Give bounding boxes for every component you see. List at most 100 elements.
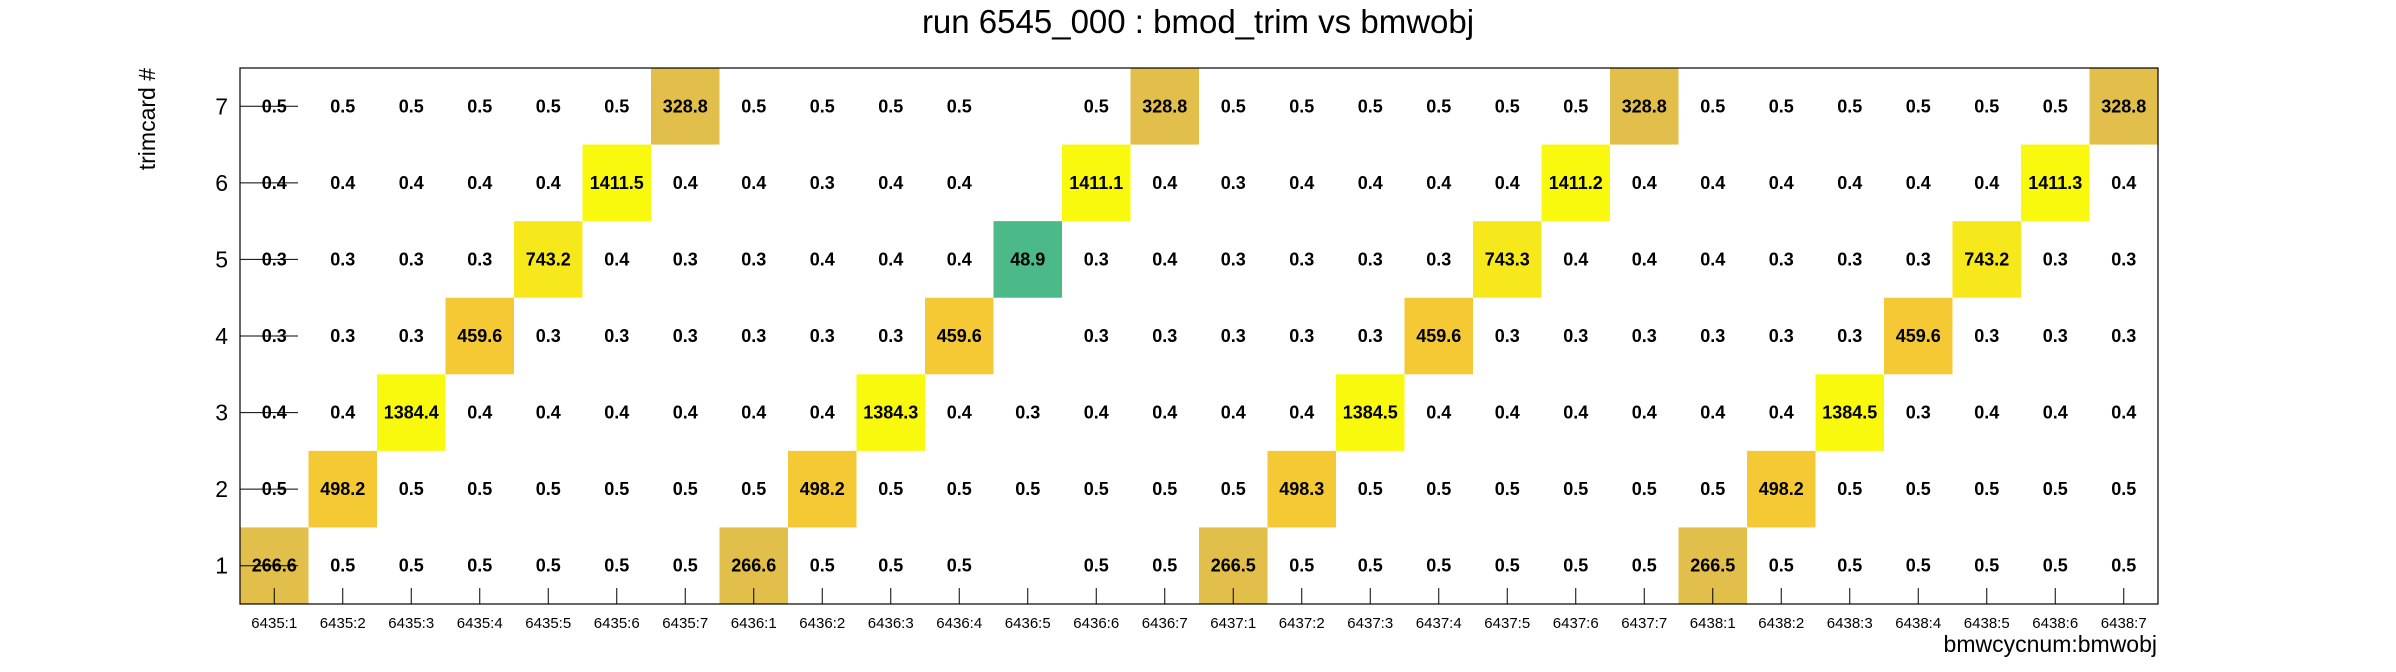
- cell-value-label: 0.3: [741, 326, 766, 346]
- cell-value-label: 0.4: [947, 249, 972, 269]
- cell-value-label: 0.3: [1015, 403, 1040, 423]
- cell-value-label: 0.5: [1974, 479, 1999, 499]
- cell-value-label: 0.5: [741, 479, 766, 499]
- cell-value-label: 0.5: [1358, 556, 1383, 576]
- cell-value-label: 0.4: [1495, 173, 1520, 193]
- y-tick-label: 7: [215, 93, 228, 119]
- cell-value-label: 0.4: [1495, 403, 1520, 423]
- heatmap-cell: [308, 450, 377, 528]
- cell-value-label: 1411.1: [1069, 173, 1123, 193]
- cell-value-label: 0.5: [1495, 556, 1520, 576]
- y-axis-title: trimcard #: [134, 68, 160, 170]
- cell-value-label: 0.5: [1221, 96, 1246, 116]
- cell-value-label: 0.5: [1837, 479, 1862, 499]
- cell-value-label: 328.8: [1142, 96, 1187, 116]
- x-tick-label: 6435:7: [662, 615, 708, 632]
- cell-value-label: 0.4: [1700, 403, 1725, 423]
- cell-value-label: 0.5: [399, 556, 424, 576]
- heatmap-cell: [1952, 221, 2021, 298]
- cell-value-label: 0.4: [1426, 403, 1451, 423]
- cell-value-label: 0.3: [2111, 249, 2136, 269]
- x-tick-label: 6438:7: [2101, 615, 2147, 632]
- cell-value-label: 0.4: [1358, 173, 1383, 193]
- cell-value-label: 0.4: [1906, 173, 1931, 193]
- cell-value-label: 0.4: [467, 403, 492, 423]
- cell-value-label: 0.5: [1837, 556, 1862, 576]
- cell-value-label: 0.5: [1426, 556, 1451, 576]
- cell-value-label: 0.4: [1632, 403, 1657, 423]
- cell-value-label: 0.4: [1974, 403, 1999, 423]
- cell-value-label: 1384.3: [863, 403, 918, 423]
- cell-value-label: 0.3: [810, 326, 835, 346]
- x-tick-label: 6438:5: [1964, 615, 2010, 632]
- x-tick-label: 6438:6: [2032, 615, 2078, 632]
- cell-value-label: 0.5: [1563, 479, 1588, 499]
- cell-value-label: 459.6: [1416, 326, 1461, 346]
- cell-value-label: 0.5: [1974, 556, 1999, 576]
- cell-value-label: 0.5: [1632, 556, 1657, 576]
- cell-value-label: 0.4: [810, 249, 835, 269]
- heatmap-cell: [1267, 450, 1336, 528]
- cell-value-label: 0.5: [2043, 479, 2068, 499]
- x-tick-label: 6437:2: [1279, 615, 1325, 632]
- cell-value-label: 0.5: [810, 556, 835, 576]
- cell-value-label: 0.5: [2111, 479, 2136, 499]
- x-tick-label: 6438:2: [1758, 615, 1804, 632]
- x-tick-label: 6435:6: [594, 615, 640, 632]
- heatmap-cell: [1610, 68, 1679, 145]
- cell-value-label: 0.4: [878, 249, 903, 269]
- cell-value-label: 0.3: [1221, 326, 1246, 346]
- cell-value-label: 0.5: [1563, 556, 1588, 576]
- y-tick-label: 5: [215, 246, 228, 272]
- cell-value-label: 0.5: [1974, 96, 1999, 116]
- cell-value-label: 0.5: [399, 479, 424, 499]
- cell-value-label: 743.2: [526, 249, 571, 269]
- cell-value-label: 0.3: [330, 249, 355, 269]
- cell-value-label: 0.4: [810, 403, 835, 423]
- cell-value-label: 0.5: [467, 479, 492, 499]
- cell-value-label: 328.8: [2101, 96, 2146, 116]
- cell-value-label: 0.5: [2111, 556, 2136, 576]
- cell-value-label: 0.4: [1426, 173, 1451, 193]
- cell-value-label: 0.5: [1906, 479, 1931, 499]
- cell-value-label: 0.4: [2111, 173, 2136, 193]
- cell-value-label: 0.3: [878, 326, 903, 346]
- cell-value-label: 0.3: [1358, 326, 1383, 346]
- cell-value-label: 328.8: [1622, 96, 1667, 116]
- cell-value-label: 0.5: [1495, 96, 1520, 116]
- cell-value-label: 0.5: [1152, 556, 1177, 576]
- cell-value-label: 0.3: [604, 326, 629, 346]
- cell-value-label: 0.5: [878, 479, 903, 499]
- x-tick-label: 6438:4: [1895, 615, 1941, 632]
- cell-value-label: 0.5: [330, 556, 355, 576]
- cell-value-label: 266.6: [731, 556, 776, 576]
- cell-value-label: 266.5: [1211, 556, 1256, 576]
- x-tick-label: 6436:2: [799, 615, 845, 632]
- cell-value-label: 0.5: [1906, 556, 1931, 576]
- cell-value-label: 0.4: [536, 403, 561, 423]
- cell-value-label: 0.4: [1221, 403, 1246, 423]
- chart-title: run 6545_000 : bmod_trim vs bmwobj: [922, 3, 1474, 40]
- cell-value-label: 0.5: [1358, 479, 1383, 499]
- y-axis-ticks: 1 2 3 4 5 6 7: [215, 93, 298, 579]
- cell-value-label: 0.3: [1289, 249, 1314, 269]
- cell-value-label: 0.5: [2043, 96, 2068, 116]
- cell-value-label: 0.4: [2043, 403, 2068, 423]
- y-tick-label: 1: [215, 553, 228, 579]
- cell-value-label: 0.3: [1769, 249, 1794, 269]
- cell-value-label: 0.5: [1084, 556, 1109, 576]
- cell-value-label: 0.3: [1495, 326, 1520, 346]
- x-tick-label: 6437:6: [1553, 615, 1599, 632]
- cell-value-label: 0.4: [741, 403, 766, 423]
- cell-value-label: 0.4: [2111, 403, 2136, 423]
- cell-value-label: 0.4: [1289, 403, 1314, 423]
- heatmap-cell: [377, 374, 446, 451]
- cell-value-label: 0.4: [1152, 173, 1177, 193]
- cell-value-label: 459.6: [1896, 326, 1941, 346]
- cell-value-label: 0.5: [1426, 479, 1451, 499]
- cell-value-label: 0.3: [673, 326, 698, 346]
- heatmap-cell: [856, 374, 925, 451]
- cell-value-label: 0.4: [1700, 173, 1725, 193]
- cell-value-label: 1384.5: [1343, 403, 1398, 423]
- cell-value-label: 0.5: [1906, 96, 1931, 116]
